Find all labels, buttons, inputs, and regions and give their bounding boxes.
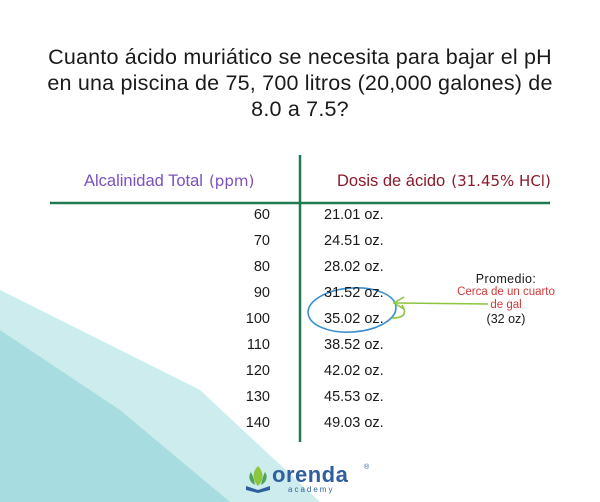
book-leaf-icon <box>246 466 270 493</box>
highlight-circle <box>307 287 397 333</box>
alkalinity-cell: 80 <box>253 259 270 275</box>
dose-cell: 45.53 oz. <box>324 389 384 405</box>
logo-name: orenda <box>272 462 349 487</box>
alkalinity-cell: 70 <box>253 233 270 249</box>
header-dose-unit: (31.45% HCl) <box>451 172 551 190</box>
header-dose: Dosis de ácido (31.45% HCl) <box>337 172 551 191</box>
table-row: 100 35.02 oz. <box>0 311 600 335</box>
bg-teal-shape-front <box>0 330 230 502</box>
alkalinity-cell: 60 <box>253 207 270 223</box>
page-title: Cuanto ácido muriático se necesita para … <box>20 44 580 122</box>
arrow-line <box>395 302 489 305</box>
dose-cell: 35.02 oz. <box>324 311 384 327</box>
note-title: Promedio: <box>475 272 537 286</box>
header-alkalinity: Alcalinidad Total (ppm) <box>84 172 254 191</box>
dose-cell: 49.03 oz. <box>324 415 384 431</box>
title-line-2: en una piscina de 75, 700 litros (20,000… <box>47 71 553 95</box>
alkalinity-cell: 120 <box>245 363 270 379</box>
title-line-1: Cuanto ácido muriático se necesita para … <box>48 45 552 69</box>
table-row: 140 49.03 oz. <box>0 415 600 439</box>
note-line-2: de gal <box>490 299 522 311</box>
dose-cell: 21.01 oz. <box>324 207 384 223</box>
logo-registered: ® <box>364 464 370 471</box>
table-row: 120 42.02 oz. <box>0 363 600 387</box>
logo-sub: academy <box>288 485 335 494</box>
title-line-3: 8.0 a 7.5? <box>251 97 349 121</box>
table-row: 70 24.51 oz. <box>0 233 600 257</box>
dose-cell: 28.02 oz. <box>324 259 384 275</box>
dose-cell: 24.51 oz. <box>324 233 384 249</box>
dose-cell: 38.52 oz. <box>324 337 384 353</box>
dose-cell: 42.02 oz. <box>324 363 384 379</box>
header-alkalinity-unit: (ppm) <box>208 172 255 190</box>
table-row: 90 31.52 oz. <box>0 285 600 309</box>
note-line-3: (32 oz) <box>486 312 526 326</box>
note-line-1: Cerca de un cuarto <box>457 286 555 298</box>
header-dose-label: Dosis de ácido <box>337 172 446 190</box>
dose-cell: 31.52 oz. <box>324 285 384 301</box>
alkalinity-cell: 110 <box>246 337 270 353</box>
alkalinity-cell: 90 <box>253 285 270 301</box>
average-note: Promedio: Cerca de un cuarto de gal (32 … <box>448 272 564 326</box>
arrow-head <box>392 296 405 310</box>
table-row: 110 38.52 oz. <box>0 337 600 361</box>
header-alkalinity-label: Alcalinidad Total <box>84 172 203 190</box>
highlight-tail <box>391 304 406 319</box>
table-row: 80 28.02 oz. <box>0 259 600 283</box>
alkalinity-cell: 140 <box>245 415 270 431</box>
table-row: 130 45.53 oz. <box>0 389 600 413</box>
orenda-logo: orenda ® academy <box>244 462 384 496</box>
table-row: 60 21.01 oz. <box>0 207 600 231</box>
alkalinity-cell: 130 <box>245 389 270 405</box>
alkalinity-cell: 100 <box>245 311 270 327</box>
